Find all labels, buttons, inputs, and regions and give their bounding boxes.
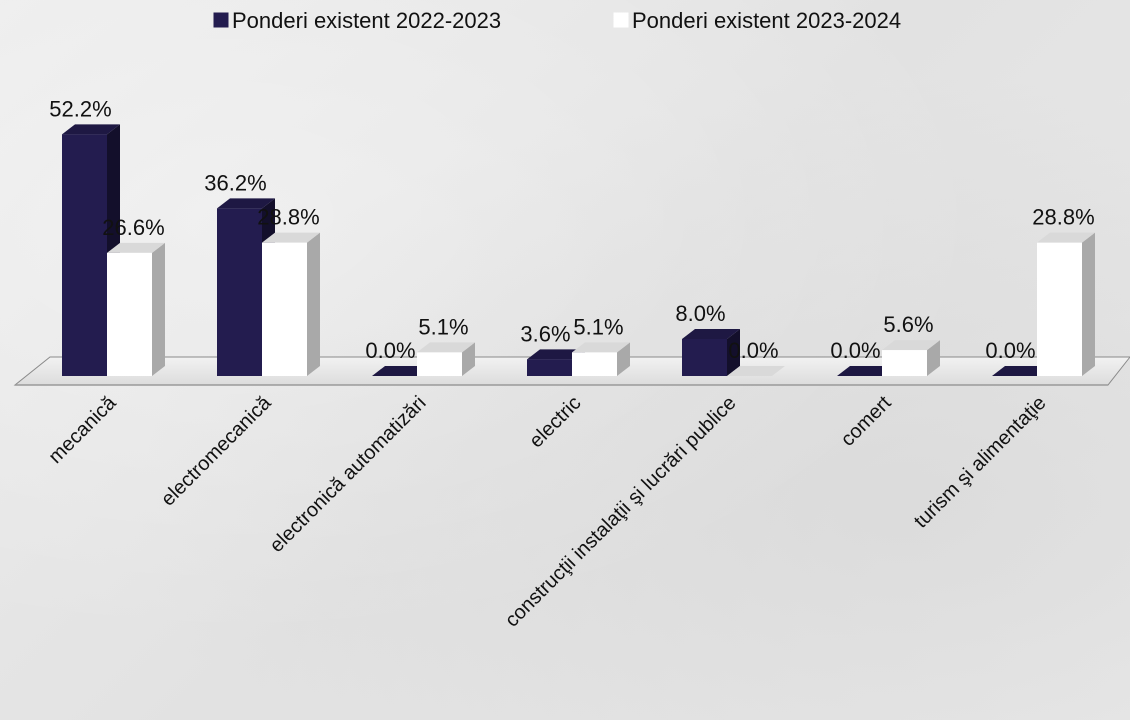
data-labels: 52.2%26.6%36.2%28.8%0.0%5.1% 3.6% 5.1%8.0%… xyxy=(49,96,1094,363)
category-label-2: electromecanică xyxy=(157,391,276,510)
data-label-2-2: 28.8% xyxy=(257,205,319,230)
legend-label-1: Ponderi existent 2022-2023 xyxy=(232,8,501,33)
data-label-1-2: 36.2% xyxy=(204,170,266,195)
category-label-1: mecanică xyxy=(44,391,121,468)
bar-1-4 xyxy=(527,349,585,376)
bars xyxy=(62,124,1095,377)
category-label-4: electric xyxy=(525,392,585,452)
data-label-1-7: 0.0% xyxy=(985,338,1035,363)
legend: Ponderi existent 2022-2023 Ponderi existe… xyxy=(213,8,901,33)
data-label-2-6: 5.6% xyxy=(883,312,933,337)
bar-2-2 xyxy=(262,232,320,376)
data-label-1-5: 8.0% xyxy=(675,301,725,326)
data-label-1-1: 52.2% xyxy=(49,96,111,121)
category-label-3: electronică automatizări xyxy=(266,392,431,557)
legend-label-2: Ponderi existent 2023-2024 xyxy=(632,8,901,33)
data-label-2-5: 0.0% xyxy=(728,338,778,363)
data-label-2-1: 26.6% xyxy=(102,215,164,240)
legend-swatch-2 xyxy=(613,12,629,28)
data-label-2-3: 5.1% xyxy=(418,314,468,339)
bar-2-7 xyxy=(1037,232,1095,376)
bar-2-4 xyxy=(572,342,630,376)
legend-swatch-1 xyxy=(213,12,229,28)
category-label-6: comert xyxy=(837,392,896,451)
data-label-2-7: 28.8% xyxy=(1032,205,1094,230)
bar-2-1 xyxy=(107,242,165,376)
bar-1-5 xyxy=(682,328,740,376)
bar-2-5 xyxy=(727,366,785,376)
bar-1-6 xyxy=(837,366,895,376)
data-label-1-4: 3.6% xyxy=(520,321,570,346)
bar-1-3 xyxy=(372,366,430,376)
bar-1-7 xyxy=(992,366,1050,376)
data-label-1-6: 0.0% xyxy=(830,338,880,363)
data-label-2-4: 5.1% xyxy=(573,314,623,339)
data-label-1-3: 0.0% xyxy=(365,338,415,363)
bar-2-6 xyxy=(882,340,940,376)
category-label-7: turism şi alimentaţie xyxy=(910,392,1051,533)
bar-2-3 xyxy=(417,342,475,376)
